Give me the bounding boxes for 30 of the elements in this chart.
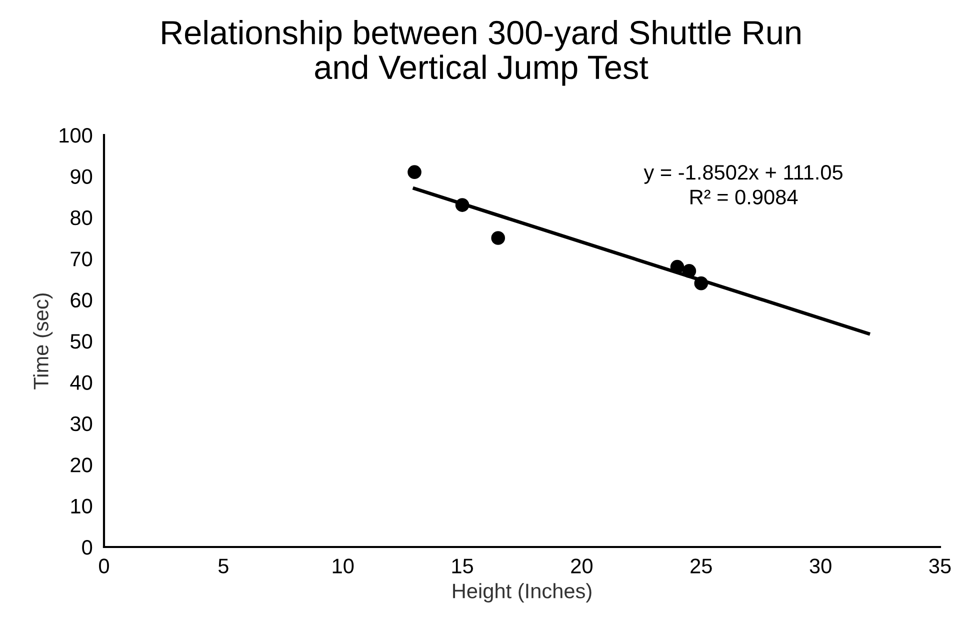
point (670, 260, 684, 274)
chart-title: Relationship between 300-yard Shuttle Run and Vertical Jump Test (162, 20, 800, 86)
x-tick-label: 10 (332, 558, 354, 574)
x-tick-label: 20 (571, 558, 592, 574)
x-tick-label: 0 (99, 558, 109, 574)
point (682, 264, 696, 278)
y-tick-label: 30 (70, 416, 92, 432)
y-tick-label: 90 (70, 169, 92, 184)
y-tick-label: 0 (82, 540, 92, 555)
point (491, 231, 506, 245)
y-tick-label: 20 (70, 458, 92, 472)
point (455, 198, 470, 212)
annotation: R² = 0.9084 (690, 190, 798, 204)
x-axis-title: Height (Inches) (453, 583, 592, 603)
point (694, 276, 708, 290)
y-tick-label: 60 (70, 292, 92, 308)
y-tick-label: 10 (71, 498, 92, 514)
y-tick-label: 50 (70, 334, 92, 349)
y-tick-label: 80 (70, 210, 92, 226)
x-tick-label: 35 (929, 558, 951, 574)
annotation: y = -1.8502x + 111.05 (644, 164, 842, 184)
y-axis-title: Time (sec) (33, 293, 53, 390)
x-tick-label: 25 (690, 558, 712, 574)
point (408, 165, 422, 179)
x-tick-label: 5 (218, 558, 228, 574)
x-tick-label: 15 (452, 558, 473, 574)
y-tick-label: 40 (70, 375, 92, 390)
y-tick-label: 100 (60, 128, 92, 143)
x-tick-label: 30 (810, 558, 832, 574)
y-tick-label: 70 (70, 252, 92, 266)
